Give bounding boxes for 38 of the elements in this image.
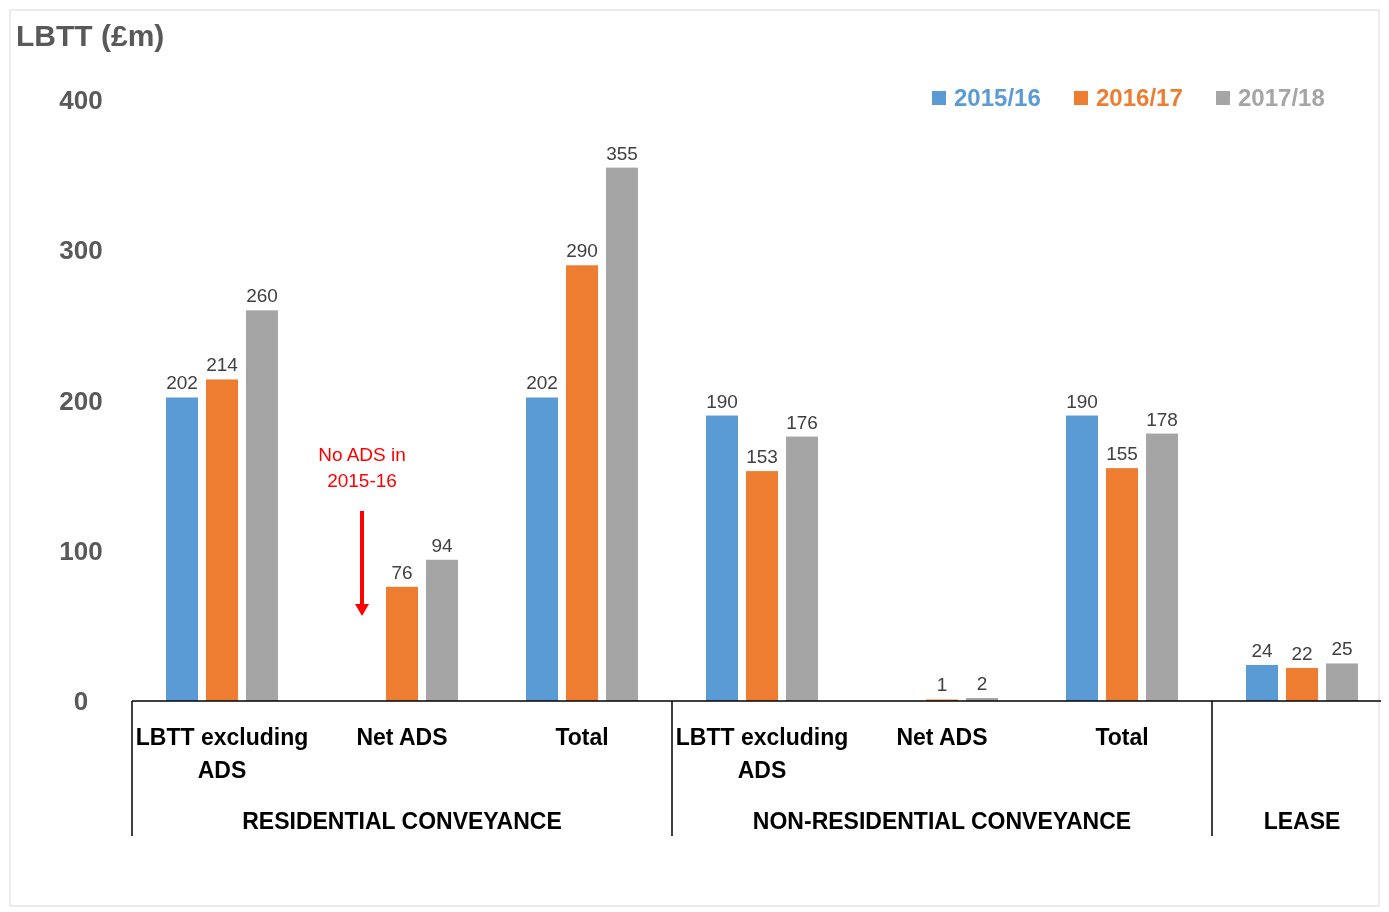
text: NON-RESIDENTIAL CONVEYANCE bbox=[752, 808, 1132, 834]
data-label: 190 bbox=[1066, 390, 1098, 412]
y-tick-label: 300 bbox=[59, 235, 103, 266]
data-label: 25 bbox=[1331, 638, 1353, 660]
y-tick-label: 200 bbox=[59, 385, 103, 416]
y-tick-label: 100 bbox=[59, 535, 103, 566]
x-tick-label: Net ADS bbox=[896, 724, 988, 750]
data-label: 2 bbox=[976, 672, 988, 694]
data-label: 355 bbox=[606, 142, 638, 164]
data-label: 24 bbox=[1251, 639, 1273, 661]
x-tick-label: LBTT excluding ADS bbox=[675, 724, 849, 783]
legend-label: 2017/18 bbox=[1238, 84, 1325, 112]
y-axis-title: LBTT (£m) bbox=[16, 19, 165, 52]
data-label: 214 bbox=[206, 354, 239, 376]
data-label: 176 bbox=[786, 411, 818, 433]
y-tick-label: 400 bbox=[59, 85, 103, 116]
data-label: 178 bbox=[1146, 408, 1178, 430]
data-label: 190 bbox=[706, 390, 738, 412]
y-tick-label: 0 bbox=[73, 686, 89, 717]
x-tick-label: Total bbox=[1095, 724, 1149, 750]
legend-label: 2016/17 bbox=[1096, 84, 1183, 112]
data-label: 22 bbox=[1291, 642, 1313, 664]
data-label: 202 bbox=[526, 372, 558, 394]
data-label: 155 bbox=[1106, 443, 1138, 465]
annotation: No ADS in 2015-16 bbox=[318, 444, 406, 491]
data-label: 94 bbox=[431, 534, 453, 556]
data-label: 260 bbox=[246, 285, 278, 307]
x-tick-label: Total bbox=[555, 724, 609, 750]
text: LEASE bbox=[1263, 808, 1341, 834]
x-tick-label: Net ADS bbox=[356, 724, 448, 750]
text: RESIDENTIAL CONVEYANCE bbox=[242, 808, 562, 834]
legend-label: 2015/16 bbox=[954, 84, 1041, 112]
data-label: 202 bbox=[166, 372, 198, 394]
data-label: 290 bbox=[566, 240, 598, 262]
x-tick-label: LBTT excluding ADS bbox=[135, 724, 309, 783]
data-label: 153 bbox=[746, 446, 778, 468]
data-label: 76 bbox=[391, 561, 413, 583]
data-label: 1 bbox=[936, 674, 948, 696]
